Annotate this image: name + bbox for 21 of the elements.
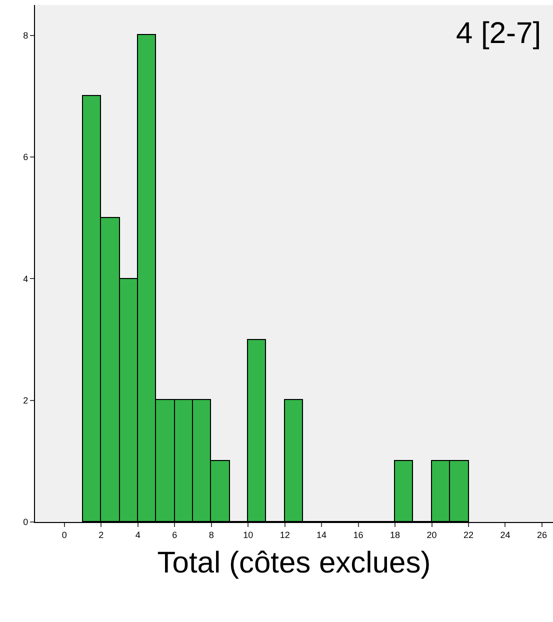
x-tick-label: 12 [280, 530, 290, 540]
x-tick-label: 18 [390, 530, 400, 540]
x-tick-label: 6 [172, 530, 178, 540]
x-tick-label: 0 [62, 530, 67, 540]
y-tick-label: 2 [23, 396, 28, 406]
x-tick-label: 8 [208, 530, 214, 540]
x-tick-label: 16 [353, 530, 364, 540]
y-tick-label: 8 [23, 30, 28, 41]
x-tick-label: 10 [243, 530, 254, 540]
x-tick-label: 24 [500, 530, 510, 540]
x-tick-label: 22 [463, 530, 474, 540]
y-tick-label: 0 [23, 517, 28, 528]
x-tick-label: 14 [316, 530, 327, 540]
x-tick-label: 4 [135, 530, 140, 540]
y-tick-label: 6 [23, 152, 28, 162]
x-tick-label: 20 [426, 530, 437, 540]
y-tick-label: 4 [23, 274, 28, 284]
x-tick-label: 2 [98, 530, 104, 540]
x-axis-title: Total (côtes exclues) [157, 546, 431, 580]
x-tick-label: 26 [536, 530, 547, 540]
annotation: 4 [2-7] [456, 17, 542, 50]
